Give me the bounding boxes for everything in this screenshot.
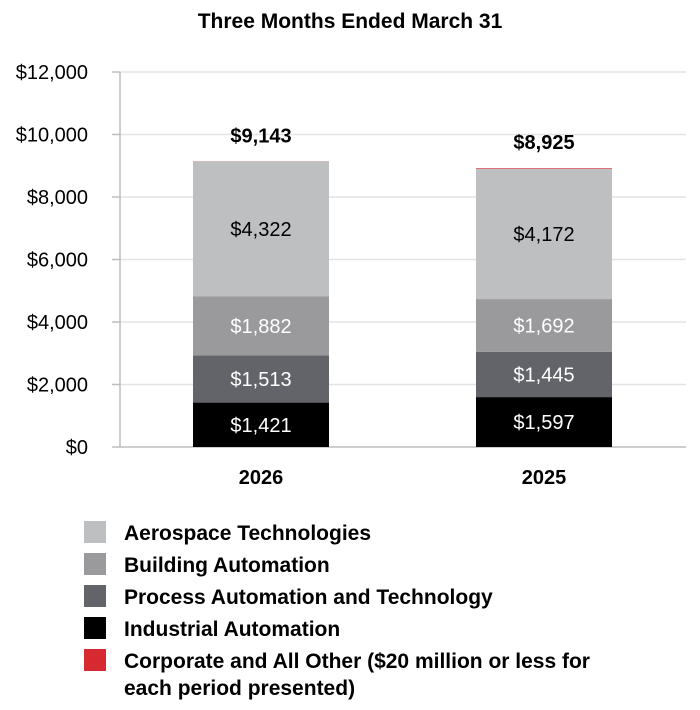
legend-swatch (84, 617, 106, 639)
legend-item: Corporate and All Other ($20 million or … (84, 648, 624, 702)
legend-label: Industrial Automation (124, 618, 341, 641)
bar-segment (193, 355, 329, 403)
x-tick-label: 2026 (239, 467, 284, 489)
chart-title: Three Months Ended March 31 (197, 10, 503, 33)
segment-value-label: $1,692 (513, 316, 574, 338)
legend-item: Industrial Automation (84, 616, 624, 643)
segment-value-label: $1,597 (513, 412, 574, 434)
legend-swatch (84, 585, 106, 607)
total-value-label: $9,143 (230, 125, 291, 147)
segment-value-label: $1,882 (230, 316, 291, 338)
legend-item: Building Automation (84, 552, 624, 579)
legend-label: Corporate and All Other ($20 million or … (124, 650, 590, 700)
segment-value-label: $1,421 (230, 415, 291, 437)
legend-swatch (84, 649, 106, 671)
legend-label: Building Automation (124, 554, 330, 577)
y-tick-label: $12,000 (16, 62, 88, 84)
y-tick-label: $10,000 (16, 125, 88, 147)
legend-item: Process Automation and Technology (84, 584, 624, 611)
segment-value-label: $4,172 (513, 224, 574, 246)
legend: Aerospace Technologies Building Automatio… (84, 520, 624, 707)
legend-swatch (84, 521, 106, 543)
legend-item: Aerospace Technologies (84, 520, 624, 547)
bar-segment (476, 299, 612, 352)
bar-segment (476, 351, 612, 398)
total-value-label: $8,925 (513, 132, 574, 154)
bar-segment (193, 296, 329, 356)
legend-swatch (84, 553, 106, 575)
y-tick-label: $6,000 (27, 250, 88, 272)
y-tick-label: $2,000 (27, 375, 88, 397)
bar-segment (476, 397, 612, 447)
legend-label: Aerospace Technologies (124, 522, 372, 545)
y-tick-label: $4,000 (27, 312, 88, 334)
y-tick-label: $8,000 (27, 187, 88, 209)
stacked-bar-chart: $0 $2,000 $4,000 $6,000 $8,000 $10,000 $12,000… (16, 62, 686, 489)
y-tick-label: $0 (66, 437, 88, 459)
x-tick-label: 2025 (522, 467, 567, 489)
segment-value-label: $1,445 (513, 365, 574, 387)
segment-value-label: $4,322 (230, 219, 291, 241)
bar-segment (193, 402, 329, 447)
bar-segment (476, 168, 612, 169)
bar-segment (193, 161, 329, 297)
bar-segment (476, 168, 612, 300)
legend-label: Process Automation and Technology (124, 586, 493, 609)
segment-value-label: $1,513 (230, 369, 291, 391)
